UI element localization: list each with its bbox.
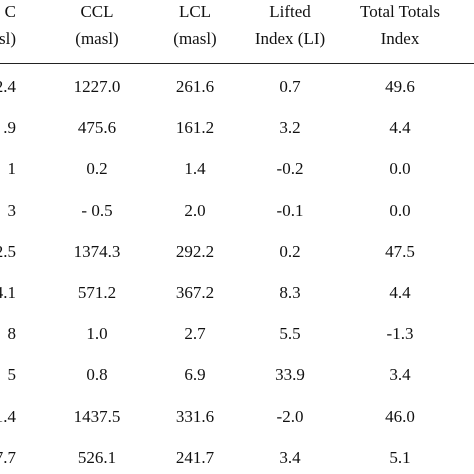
table-cell: 3.4: [279, 447, 301, 467]
header-cell: CCL: [80, 2, 114, 21]
header-rule: [0, 63, 474, 64]
table-cell: 4.4: [389, 118, 411, 138]
table-cell: .9: [3, 118, 16, 138]
table-cell: 475.6: [77, 118, 117, 138]
table-cell: 526.1: [77, 447, 117, 467]
table-cell: 241.7: [175, 447, 215, 467]
table-cell: 331.6: [175, 406, 215, 426]
table-cell: 5: [7, 365, 17, 385]
table-cell: 1.4: [0, 406, 16, 426]
table-cell: 2.0: [184, 200, 206, 220]
table-cell: 571.2: [77, 283, 117, 302]
table-cell: -2.0: [276, 406, 304, 426]
table-cell: 4.4: [389, 283, 411, 302]
table-cell: 261.6: [175, 77, 215, 96]
table-cell: 3.4: [389, 365, 411, 385]
table-cell: 0.0: [389, 159, 411, 179]
table-cell: 1227.0: [73, 77, 121, 96]
table-cell: 7.7: [0, 447, 16, 467]
table-cell: 8.3: [279, 283, 301, 302]
table-cell: - 0.5: [81, 200, 113, 220]
table-cell: -0.1: [276, 200, 304, 220]
table-cell: -0.2: [276, 159, 304, 179]
header-cell: sl): [0, 29, 16, 48]
table-cell: 49.6: [385, 77, 415, 96]
table-cell: 5.1: [389, 447, 411, 467]
header-cell: LCL: [178, 2, 212, 21]
header-cell: Index: [380, 29, 420, 48]
table-cell: 1374.3: [73, 241, 121, 261]
table-cell: 2.7: [184, 324, 206, 344]
table-cell: 47.5: [385, 241, 415, 261]
table-cell: 4.1: [0, 283, 16, 302]
table-cell: 3.2: [279, 118, 301, 138]
table-cell: 5.5: [279, 324, 301, 344]
header-cell: Total Totals: [360, 2, 440, 21]
table-cell: 46.0: [385, 406, 415, 426]
table-cell: 8: [7, 324, 17, 344]
table-cell: 6.9: [184, 365, 206, 385]
table-cell: 2.4: [0, 77, 16, 96]
table-cell: 161.2: [175, 118, 215, 138]
table-cell: 1.4: [184, 159, 206, 179]
table-cell: 0.2: [86, 159, 108, 179]
table-cell: 2.5: [0, 241, 16, 261]
table-cell: 33.9: [275, 365, 305, 385]
header-cell: C: [4, 2, 16, 21]
table-cell: 0.8: [86, 365, 108, 385]
header-cell: Index (LI): [254, 29, 326, 48]
table-cell: 1: [7, 159, 17, 179]
table-cell: 0.2: [279, 241, 301, 261]
header-cell: (masl): [173, 29, 217, 48]
header-cell: Lifted: [269, 2, 311, 21]
table-cell: 1.0: [86, 324, 108, 344]
table-cell: 0.0: [389, 200, 411, 220]
table-cell: 0.7: [279, 77, 301, 96]
table-cell: 292.2: [175, 241, 215, 261]
table-cell: 1437.5: [73, 406, 121, 426]
table-cell: 367.2: [175, 283, 215, 302]
header-cell: (masl): [75, 29, 119, 48]
table-cell: 3: [7, 200, 17, 220]
table-cell: -1.3: [386, 324, 414, 344]
